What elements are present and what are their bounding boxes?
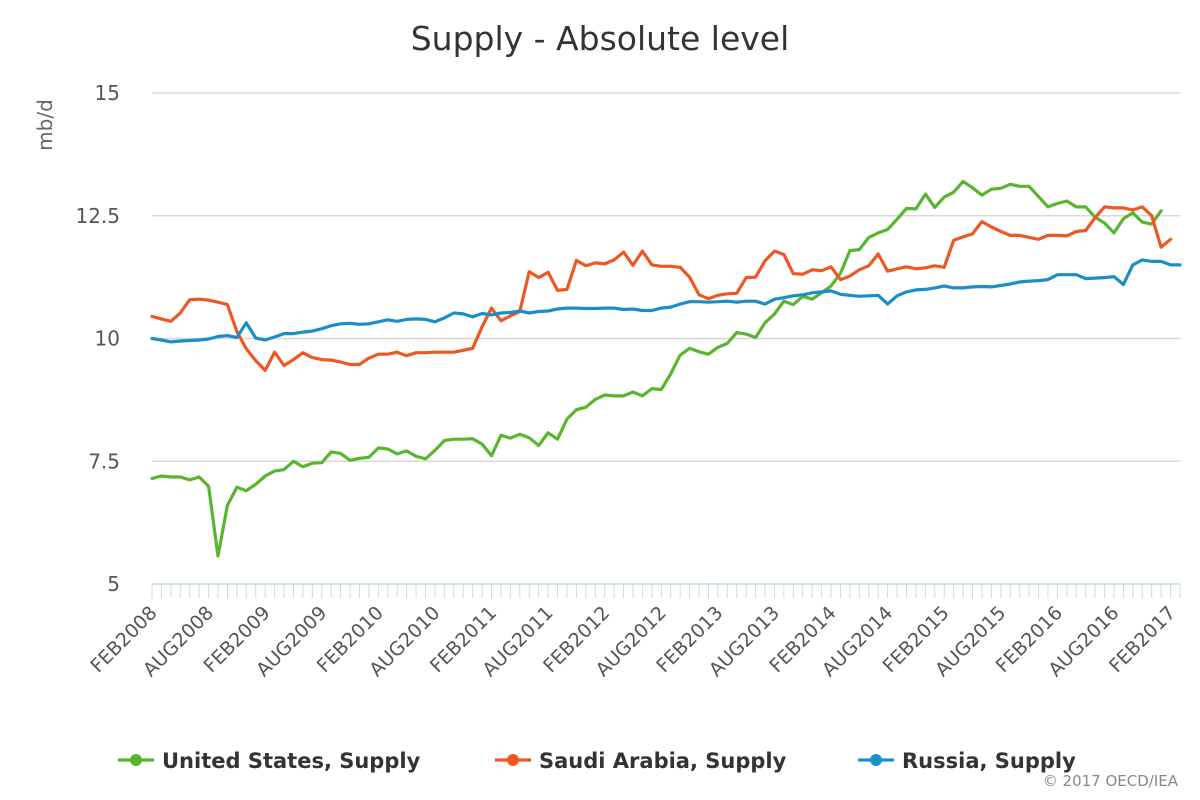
series-line-0	[150, 179, 1163, 558]
legend-label[interactable]: United States, Supply	[162, 749, 421, 773]
legend: United States, Supply Saudi Arabia, Suppl…	[118, 749, 1076, 773]
y-tick-label: 10	[95, 327, 120, 351]
legend-label[interactable]: Russia, Supply	[902, 749, 1076, 773]
legend-label[interactable]: Saudi Arabia, Supply	[539, 749, 787, 773]
legend-marker	[507, 754, 519, 766]
y-tick-label: 7.5	[88, 449, 120, 473]
series-lines	[150, 179, 1182, 558]
legend-marker	[870, 754, 882, 766]
x-minor-ticks	[151, 583, 1181, 598]
series-line-2	[150, 258, 1182, 344]
y-tick-label: 5	[107, 572, 120, 596]
grid-lines	[152, 92, 1180, 585]
y-tick-label: 12.5	[75, 204, 120, 228]
copyright-credit: © 2017 OECD/IEA	[1043, 772, 1179, 790]
series-line-1	[150, 205, 1173, 372]
legend-marker	[130, 754, 142, 766]
chart-title: Supply - Absolute level	[411, 19, 790, 58]
y-axis-label: mb/d	[33, 99, 57, 151]
y-tick-labels: 5 7.5 10 12.5 15	[75, 81, 120, 596]
y-tick-label: 15	[95, 81, 120, 105]
x-tick-labels: FEB2008AUG2008FEB2009AUG2009FEB2010AUG20…	[86, 602, 1180, 681]
